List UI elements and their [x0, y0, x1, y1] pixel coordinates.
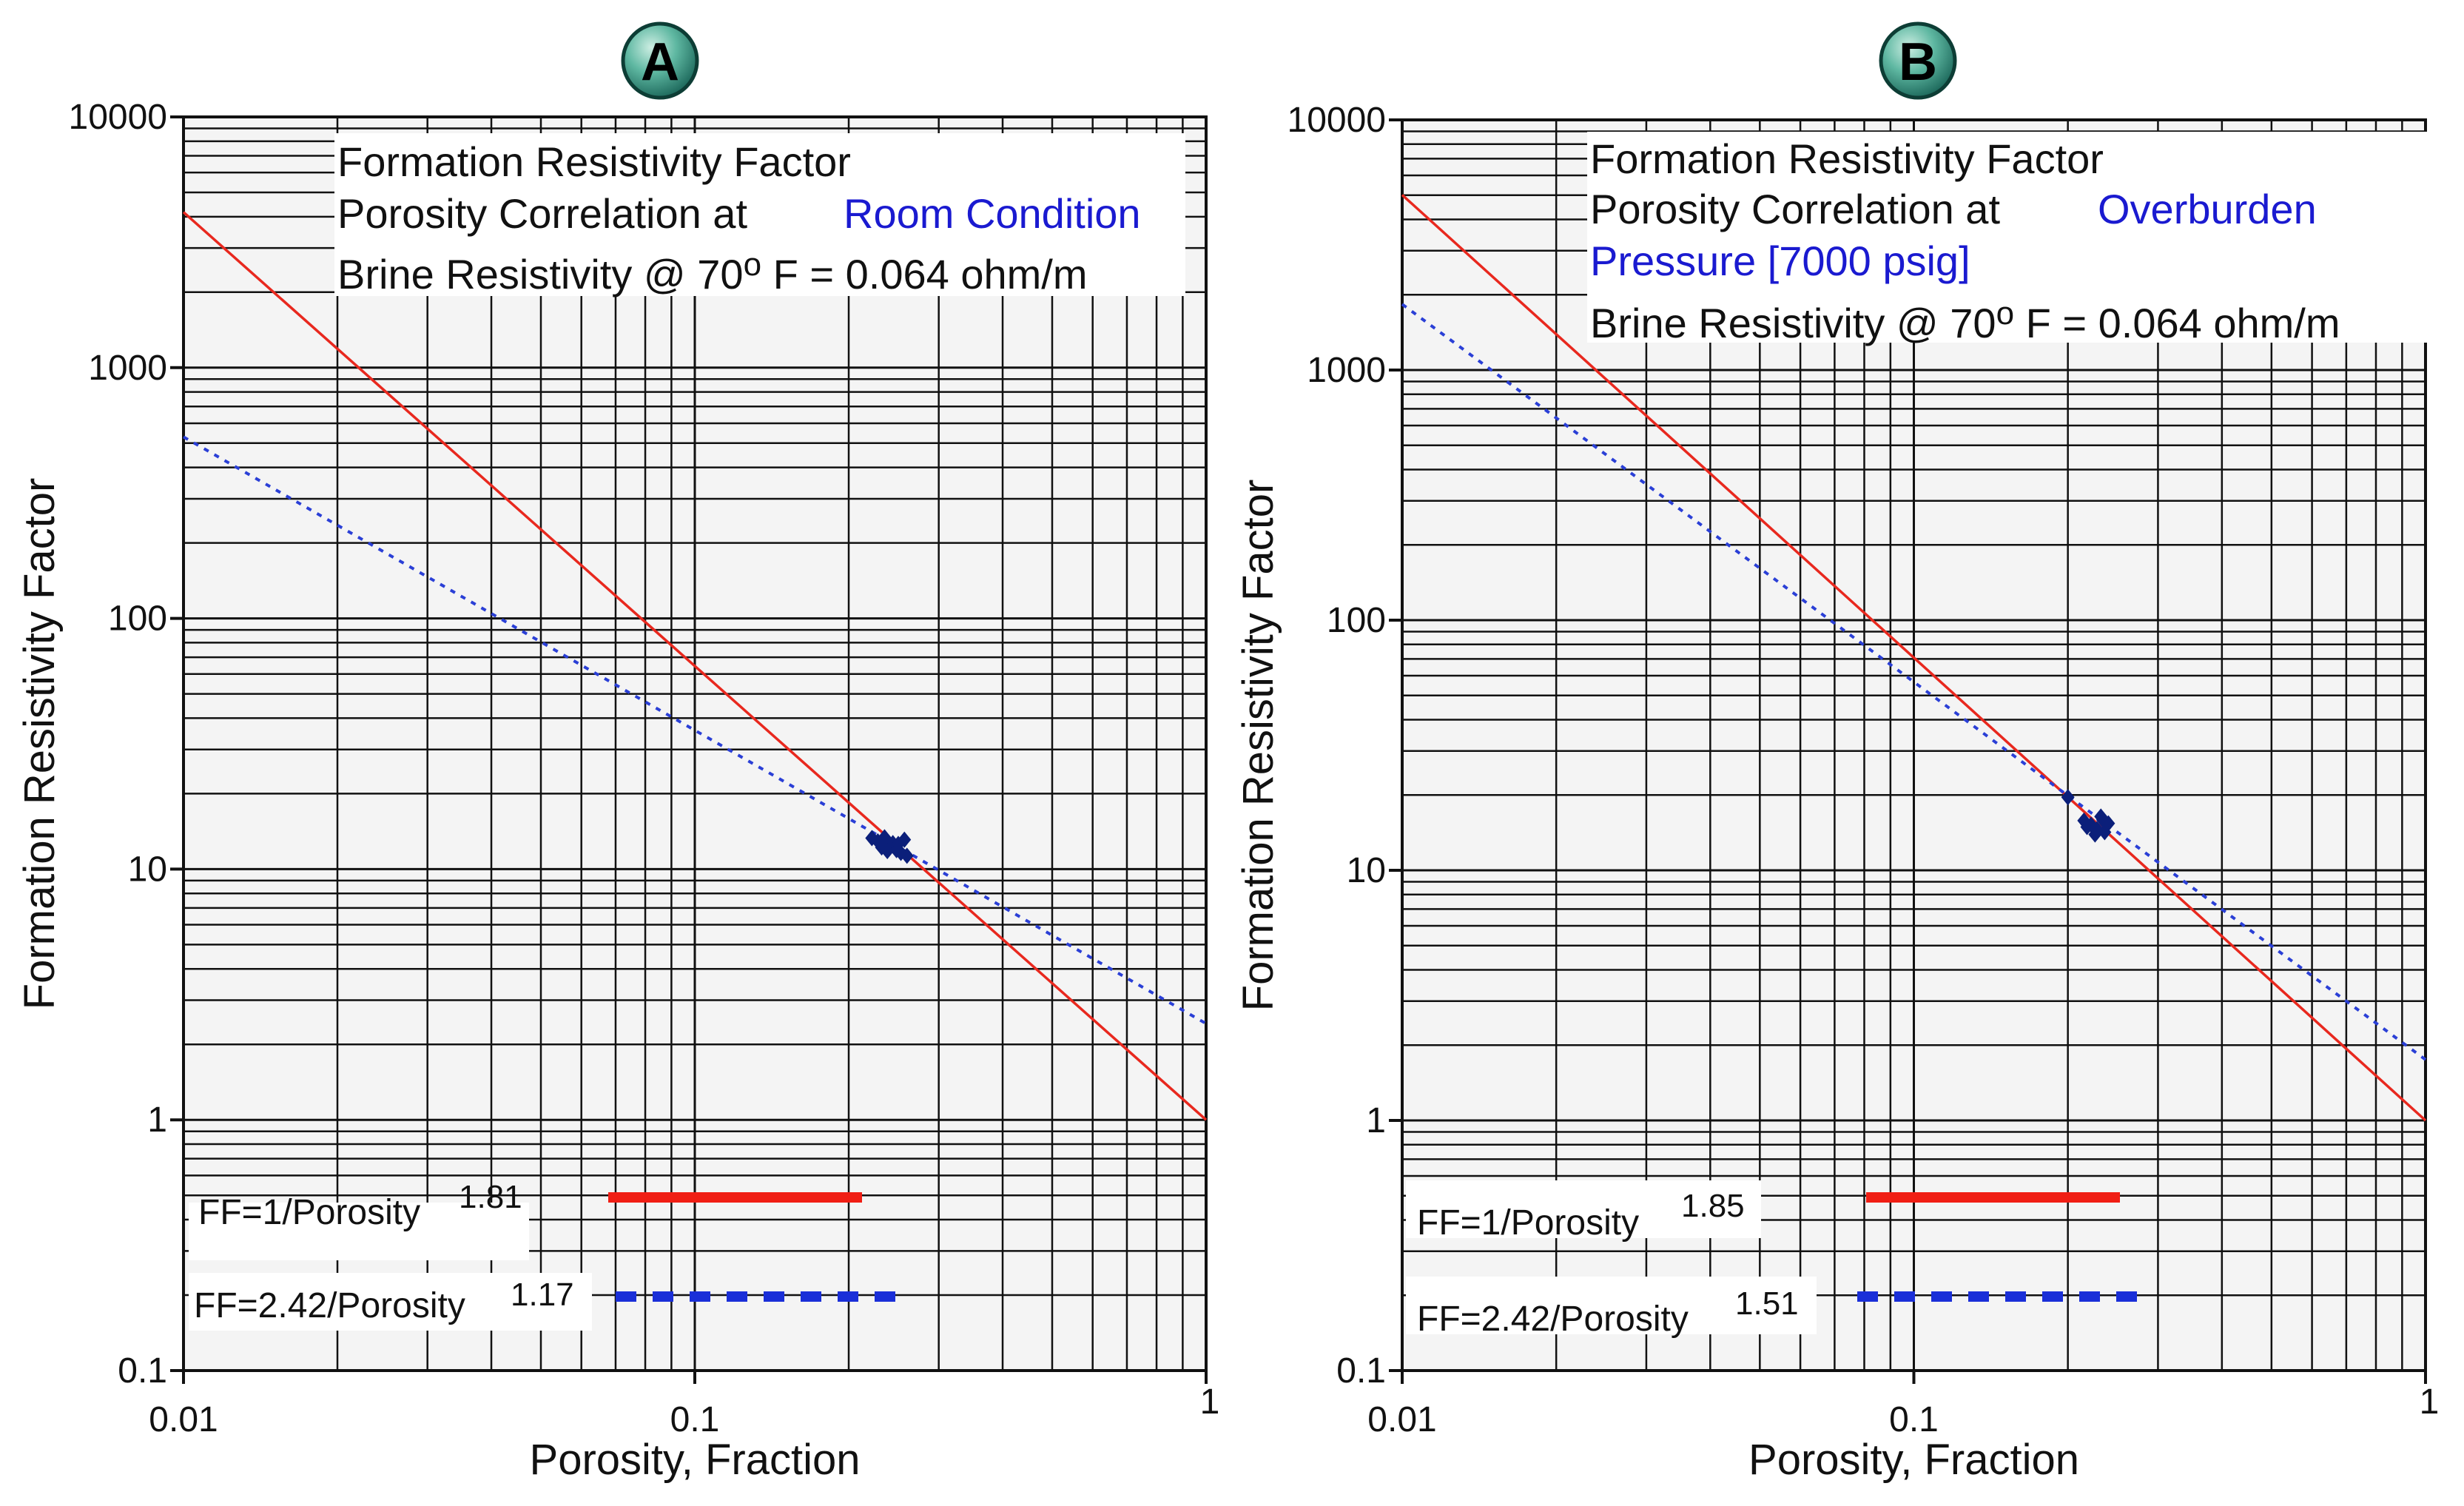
data-point	[2061, 789, 2075, 806]
y-tick-label: 1000	[88, 349, 167, 388]
y-tick-label: 1	[1366, 1101, 1386, 1140]
y-tick-label: 10000	[69, 98, 167, 137]
data-point	[2080, 818, 2094, 836]
legend-box	[1406, 1277, 1817, 1334]
y-tick-label: 0.1	[1336, 1351, 1386, 1391]
data-point	[900, 847, 914, 864]
panel-label: B	[1899, 33, 1937, 92]
title-line-1: Formation Resistivity Factor	[337, 138, 851, 185]
fit-line-solid	[1401, 194, 2427, 1122]
data-point	[875, 839, 889, 856]
legend-exponent: 1.51	[1735, 1285, 1799, 1322]
y-tick-label: 0.1	[118, 1351, 167, 1391]
condition-text: Overburden	[2098, 186, 2317, 232]
x-tick-label: 0.1	[670, 1400, 720, 1439]
y-tick-label: 10000	[1287, 101, 1386, 140]
legend-label: FF=1/Porosity	[198, 1193, 420, 1232]
condition-text: Room Condition	[844, 190, 1141, 237]
y-tick-label: 1	[147, 1100, 167, 1140]
legend-label: FF=2.42/Porosity	[194, 1286, 465, 1325]
legend-exponent: 1.17	[511, 1277, 574, 1313]
title-line-2: Porosity Correlation at	[337, 190, 747, 237]
y-tick-label: 100	[1327, 601, 1386, 640]
y-tick-label: 100	[108, 599, 167, 639]
title-box	[1587, 132, 2431, 343]
title-line-2: Porosity Correlation at	[1590, 186, 2000, 232]
x-tick-label: 1	[2420, 1382, 2440, 1422]
title-box	[334, 133, 1185, 296]
legend-box	[189, 1273, 592, 1331]
condition-text-2: Pressure [7000 psig]	[1590, 238, 1970, 284]
panel-label: A	[641, 33, 679, 92]
x-tick-label: 1	[1200, 1382, 1220, 1422]
brine-resistivity-text: Brine Resistivity @ 70o F = 0.064 ohm/m	[1590, 295, 2340, 346]
legend-label: FF=1/Porosity	[1417, 1203, 1639, 1243]
y-axis-label: Formation Resistivity Factor	[1234, 480, 1282, 1012]
x-axis-label: Porosity, Fraction	[530, 1436, 861, 1484]
y-tick-label: 1000	[1307, 351, 1386, 390]
y-tick-label: 10	[1347, 851, 1386, 890]
x-axis-label: Porosity, Fraction	[1748, 1436, 2079, 1484]
panel-badge	[1879, 21, 1957, 100]
x-tick-label: 0.01	[149, 1400, 218, 1439]
legend-box	[1406, 1180, 1761, 1238]
y-tick-label: 10	[128, 850, 167, 889]
x-tick-label: 0.1	[1889, 1400, 1939, 1439]
legend-exponent: 1.81	[459, 1179, 522, 1215]
data-point	[2088, 826, 2102, 843]
data-point	[891, 836, 905, 853]
legend-label: FF=2.42/Porosity	[1417, 1300, 1689, 1339]
data-point	[2096, 811, 2110, 828]
x-tick-label: 0.01	[1367, 1400, 1436, 1439]
title-line-1: Formation Resistivity Factor	[1590, 135, 2104, 182]
chart-panel-b: B 0.01 0.1 1 0.1 1 10 100 1000 10000 Porosity, Fra…	[1234, 21, 2440, 1484]
panel-badge	[621, 21, 699, 100]
legend-box	[189, 1203, 529, 1260]
legend-exponent: 1.85	[1681, 1188, 1745, 1224]
y-axis-label: Formation Resistivity Factor	[16, 478, 64, 1010]
fit-line-solid	[182, 211, 1208, 1121]
brine-resistivity-text: Brine Resistivity @ 70o F = 0.064 ohm/m	[337, 246, 1088, 297]
chart-panel-a: A 0.01 0.1 1 0.1 1 10 100 1000 10000 Porosity, Fra…	[16, 21, 1220, 1484]
